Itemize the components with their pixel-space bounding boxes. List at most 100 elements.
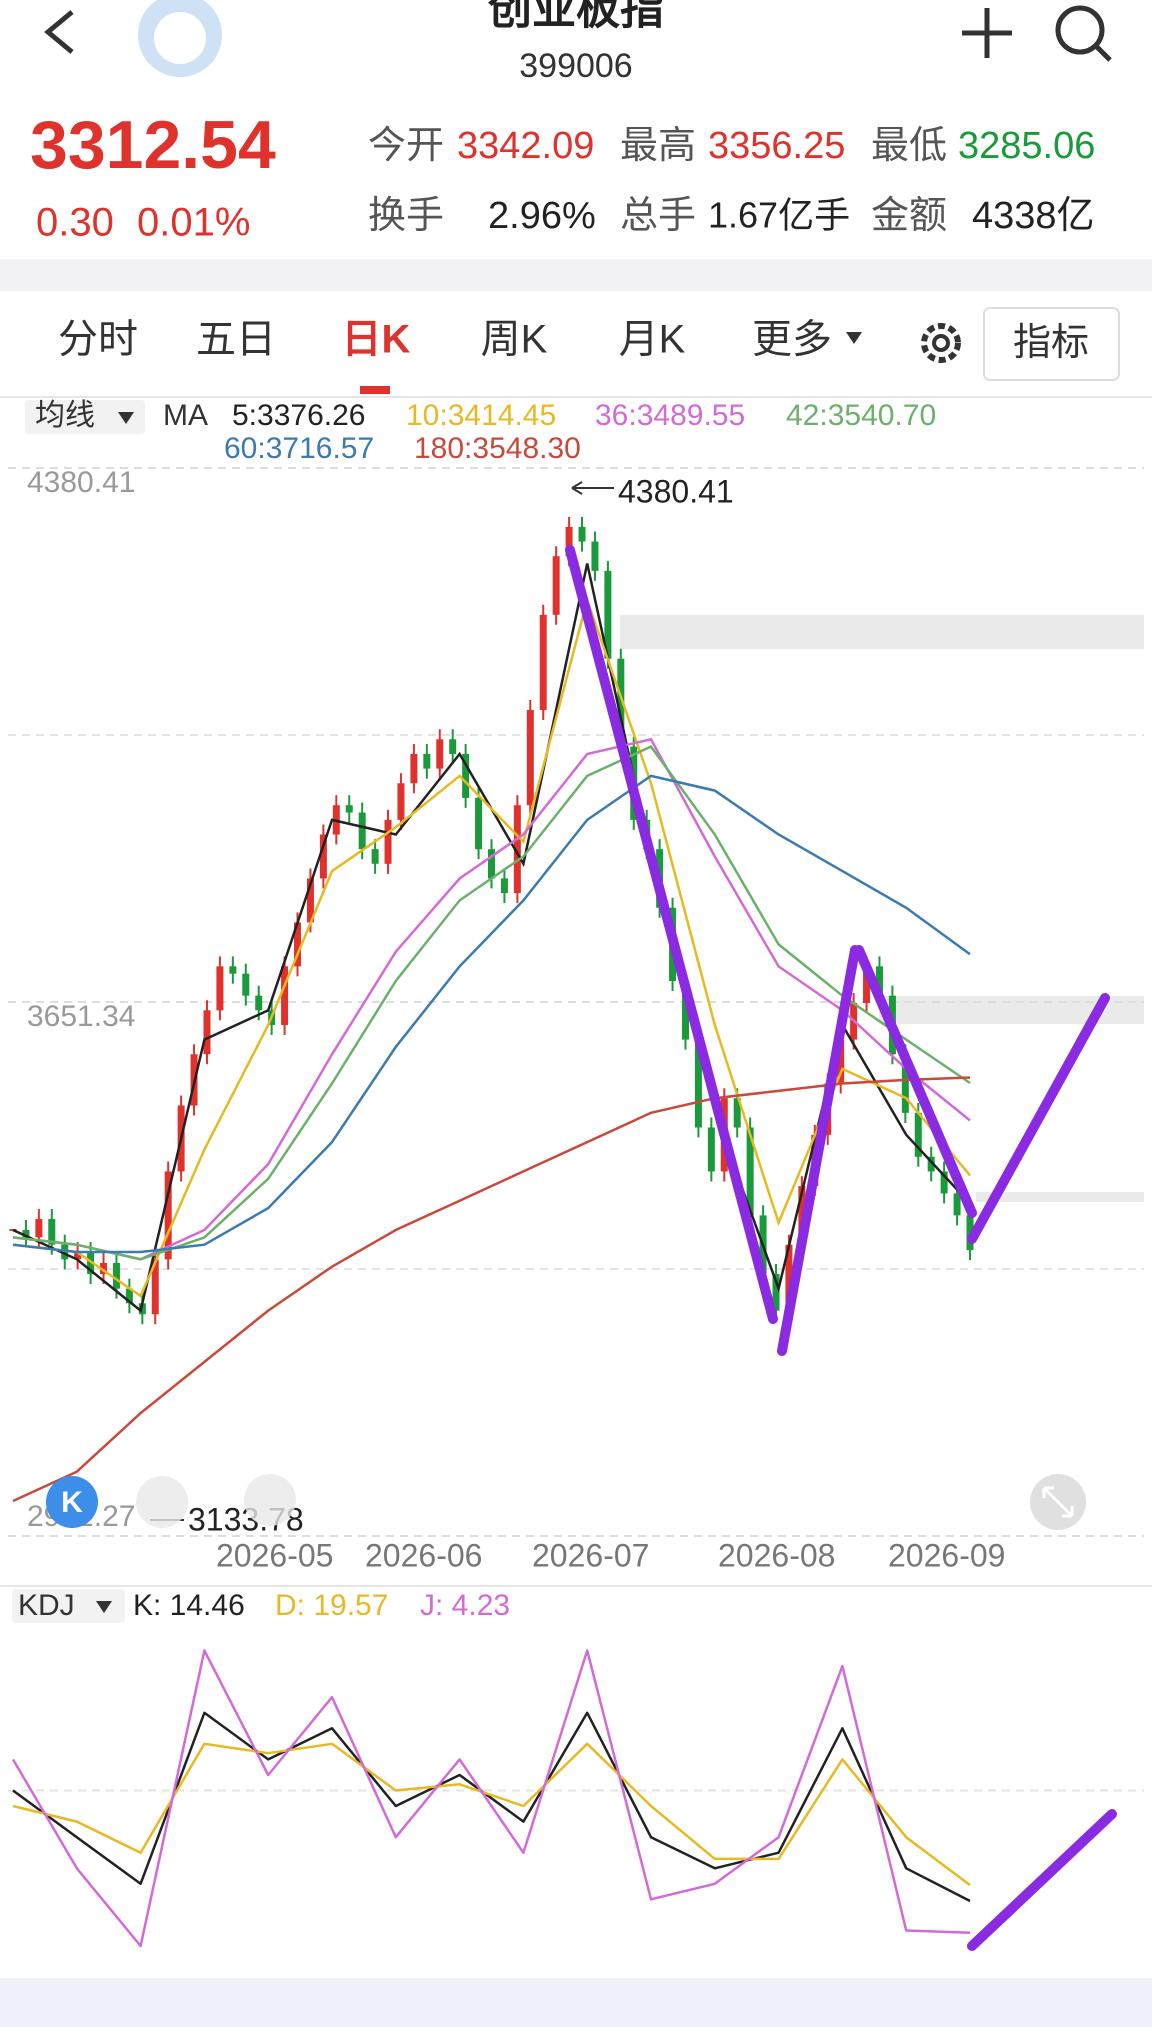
stat-value: 4338亿 — [972, 195, 1095, 237]
candle — [138, 1303, 146, 1315]
x-tick-label: 2026-07 — [532, 1537, 649, 1573]
candle — [863, 966, 871, 1003]
candle — [578, 526, 586, 542]
stat-label: 金额 — [871, 195, 947, 237]
candle — [526, 710, 534, 806]
candle — [733, 1098, 741, 1128]
avatar-face — [154, 12, 206, 64]
candle — [707, 1127, 715, 1172]
k-button[interactable] — [46, 1476, 98, 1528]
tab-active[interactable]: 日K — [342, 318, 411, 362]
x-tick-label: 2026-05 — [216, 1537, 333, 1573]
add-button[interactable] — [962, 8, 1012, 58]
candle — [488, 849, 495, 879]
candle — [837, 1039, 845, 1084]
tab[interactable]: 五日 — [196, 318, 276, 362]
candle — [319, 834, 327, 879]
candle — [61, 1244, 69, 1260]
candle — [22, 1230, 30, 1238]
stat-label: 换手 — [368, 195, 444, 237]
zoom-in-button[interactable] — [244, 1474, 296, 1526]
annotation: 4380.41 — [618, 473, 734, 509]
title: 创业板指 — [488, 0, 664, 34]
candle — [35, 1219, 43, 1238]
candle — [901, 1054, 909, 1113]
candle — [242, 973, 250, 996]
settings-button[interactable] — [921, 323, 961, 363]
price-band — [976, 1192, 1144, 1202]
candle — [423, 753, 431, 769]
stat-value: 1.67亿手 — [708, 195, 850, 236]
candle — [100, 1262, 108, 1274]
candle — [875, 966, 883, 996]
candle — [940, 1171, 948, 1194]
tab[interactable]: 周K — [481, 318, 548, 362]
candle — [591, 541, 599, 571]
indicator-label: 指标 — [1013, 322, 1089, 364]
stat-label: 最高 — [620, 125, 696, 167]
indicator-selector[interactable] — [12, 1589, 125, 1623]
candle — [281, 966, 289, 1025]
candle — [164, 1171, 172, 1260]
indicator-button[interactable] — [983, 307, 1120, 381]
candle — [785, 1244, 793, 1311]
candle — [772, 1273, 780, 1311]
price-band — [620, 615, 1144, 649]
candle — [216, 966, 224, 1011]
candle — [475, 797, 483, 850]
bottom-bar — [0, 1978, 1152, 2027]
candle — [500, 878, 508, 894]
candle — [436, 739, 444, 769]
change: 0.30 — [36, 201, 114, 245]
candle — [552, 556, 560, 615]
stat-label: 最低 — [871, 125, 947, 167]
candle — [306, 878, 314, 923]
stat-value: 3356.25 — [708, 125, 845, 167]
tab[interactable]: 更多 — [752, 318, 832, 362]
ma-line — [12, 595, 971, 1298]
ma-selector[interactable] — [25, 400, 145, 434]
candle — [927, 1156, 935, 1172]
tab[interactable]: 月K — [619, 318, 686, 362]
stat-value: 3342.09 — [457, 125, 594, 167]
tab[interactable]: 分时 — [58, 318, 138, 362]
kdj-line — [12, 1742, 971, 1887]
candle — [48, 1219, 56, 1245]
legend-entry: 42:3540.70 — [786, 399, 936, 432]
candle — [604, 570, 612, 659]
legend-entry: 180:3548.30 — [414, 432, 581, 465]
candle — [617, 658, 625, 747]
candle — [681, 981, 689, 1040]
candle — [112, 1262, 120, 1289]
legend-entry: J: 4.23 — [420, 1589, 510, 1622]
candle — [694, 1039, 702, 1128]
ma-label: MA — [163, 399, 208, 432]
zoom-out-button[interactable] — [136, 1476, 188, 1528]
back-button[interactable] — [44, 10, 74, 54]
candle — [410, 753, 418, 784]
price: 3312.54 — [30, 107, 276, 183]
stat-label: 今开 — [368, 125, 444, 167]
candle — [151, 1259, 159, 1315]
search-button[interactable] — [1055, 5, 1112, 62]
kdj-line — [11, 1649, 971, 1948]
candle — [74, 1252, 82, 1260]
dropdown-arrow — [118, 412, 134, 424]
y-tick-label: 4380.41 — [27, 466, 135, 499]
legend-entry: K: 14.46 — [133, 1589, 245, 1622]
candle — [294, 922, 302, 967]
ma-line — [12, 737, 971, 1261]
candle — [255, 995, 263, 1011]
x-tick-label: 2026-08 — [718, 1537, 835, 1573]
candle — [345, 805, 353, 813]
x-tick-label: 2026-09 — [888, 1537, 1005, 1573]
dropdown-arrow — [846, 332, 862, 344]
candle — [384, 819, 392, 864]
legend-entry: 60:3716.57 — [224, 432, 374, 465]
candle — [953, 1193, 961, 1216]
candle — [125, 1288, 133, 1304]
dropdown-arrow — [96, 1601, 112, 1613]
candle — [358, 812, 366, 850]
candle — [449, 739, 457, 754]
stat-label: 总手 — [620, 195, 696, 237]
